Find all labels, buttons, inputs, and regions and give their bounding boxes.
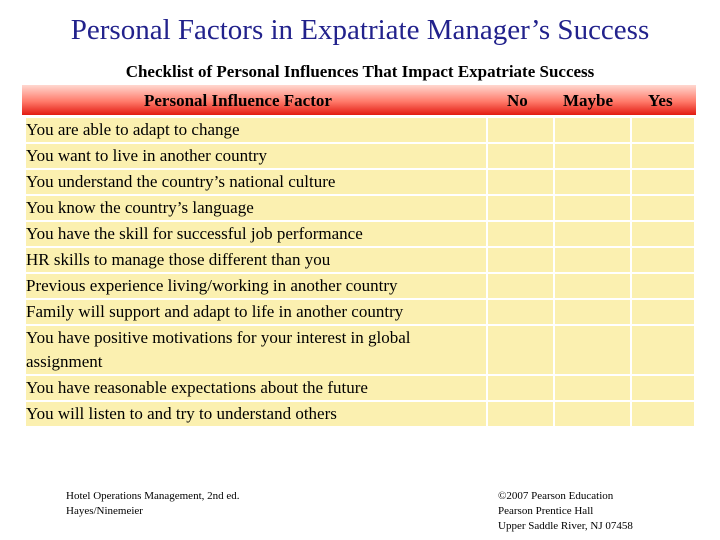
factor-cell: You have positive motivations for your i… (25, 325, 487, 375)
maybe-checkbox-cell[interactable] (554, 401, 631, 427)
factor-cell: You understand the country’s national cu… (25, 169, 487, 195)
factor-cell: You have the skill for successful job pe… (25, 221, 487, 247)
factor-cell: Family will support and adapt to life in… (25, 299, 487, 325)
yes-checkbox-cell[interactable] (631, 375, 695, 401)
maybe-checkbox-cell[interactable] (554, 247, 631, 273)
footer-line: Hotel Operations Management, 2nd ed. (66, 489, 240, 504)
no-checkbox-cell[interactable] (487, 273, 554, 299)
table-row: You understand the country’s national cu… (25, 169, 695, 195)
no-checkbox-cell[interactable] (487, 299, 554, 325)
table-row: You have the skill for successful job pe… (25, 221, 695, 247)
no-checkbox-cell[interactable] (487, 169, 554, 195)
footer-line: ©2007 Pearson Education (498, 489, 633, 504)
yes-checkbox-cell[interactable] (631, 325, 695, 375)
table-row: You know the country’s language (25, 195, 695, 221)
header-maybe: Maybe (563, 91, 613, 111)
no-checkbox-cell[interactable] (487, 143, 554, 169)
table-row: You want to live in another country (25, 143, 695, 169)
table-row: You have positive motivations for your i… (25, 325, 695, 375)
header-factor: Personal Influence Factor (144, 91, 332, 111)
table-caption: Checklist of Personal Influences That Im… (0, 62, 720, 82)
maybe-checkbox-cell[interactable] (554, 195, 631, 221)
table-row: Previous experience living/working in an… (25, 273, 695, 299)
maybe-checkbox-cell[interactable] (554, 117, 631, 143)
factor-cell: You have reasonable expectations about t… (25, 375, 487, 401)
factor-cell: You will listen to and try to understand… (25, 401, 487, 427)
yes-checkbox-cell[interactable] (631, 247, 695, 273)
yes-checkbox-cell[interactable] (631, 401, 695, 427)
footer-line: Hayes/Ninemeier (66, 504, 240, 519)
yes-checkbox-cell[interactable] (631, 143, 695, 169)
table-row: You will listen to and try to understand… (25, 401, 695, 427)
factor-cell: You are able to adapt to change (25, 117, 487, 143)
factor-cell: Previous experience living/working in an… (25, 273, 487, 299)
yes-checkbox-cell[interactable] (631, 117, 695, 143)
yes-checkbox-cell[interactable] (631, 221, 695, 247)
table-row: Family will support and adapt to life in… (25, 299, 695, 325)
table-row: You have reasonable expectations about t… (25, 375, 695, 401)
no-checkbox-cell[interactable] (487, 247, 554, 273)
yes-checkbox-cell[interactable] (631, 195, 695, 221)
footer-book-credit: Hotel Operations Management, 2nd ed. Hay… (66, 489, 240, 519)
yes-checkbox-cell[interactable] (631, 273, 695, 299)
maybe-checkbox-cell[interactable] (554, 169, 631, 195)
factor-cell: You know the country’s language (25, 195, 487, 221)
yes-checkbox-cell[interactable] (631, 169, 695, 195)
footer-copyright: ©2007 Pearson Education Pearson Prentice… (498, 489, 633, 534)
footer-line: Pearson Prentice Hall (498, 504, 633, 519)
table-row: You are able to adapt to change (25, 117, 695, 143)
slide-title: Personal Factors in Expatriate Manager’s… (0, 14, 720, 47)
no-checkbox-cell[interactable] (487, 221, 554, 247)
no-checkbox-cell[interactable] (487, 195, 554, 221)
checklist-table: You are able to adapt to change You want… (24, 116, 696, 428)
no-checkbox-cell[interactable] (487, 325, 554, 375)
maybe-checkbox-cell[interactable] (554, 143, 631, 169)
maybe-checkbox-cell[interactable] (554, 299, 631, 325)
no-checkbox-cell[interactable] (487, 401, 554, 427)
factor-cell: HR skills to manage those different than… (25, 247, 487, 273)
maybe-checkbox-cell[interactable] (554, 325, 631, 375)
maybe-checkbox-cell[interactable] (554, 375, 631, 401)
table-row: HR skills to manage those different than… (25, 247, 695, 273)
header-no: No (507, 91, 528, 111)
no-checkbox-cell[interactable] (487, 375, 554, 401)
yes-checkbox-cell[interactable] (631, 299, 695, 325)
factor-cell: You want to live in another country (25, 143, 487, 169)
maybe-checkbox-cell[interactable] (554, 273, 631, 299)
no-checkbox-cell[interactable] (487, 117, 554, 143)
footer-line: Upper Saddle River, NJ 07458 (498, 519, 633, 534)
maybe-checkbox-cell[interactable] (554, 221, 631, 247)
header-yes: Yes (648, 91, 673, 111)
